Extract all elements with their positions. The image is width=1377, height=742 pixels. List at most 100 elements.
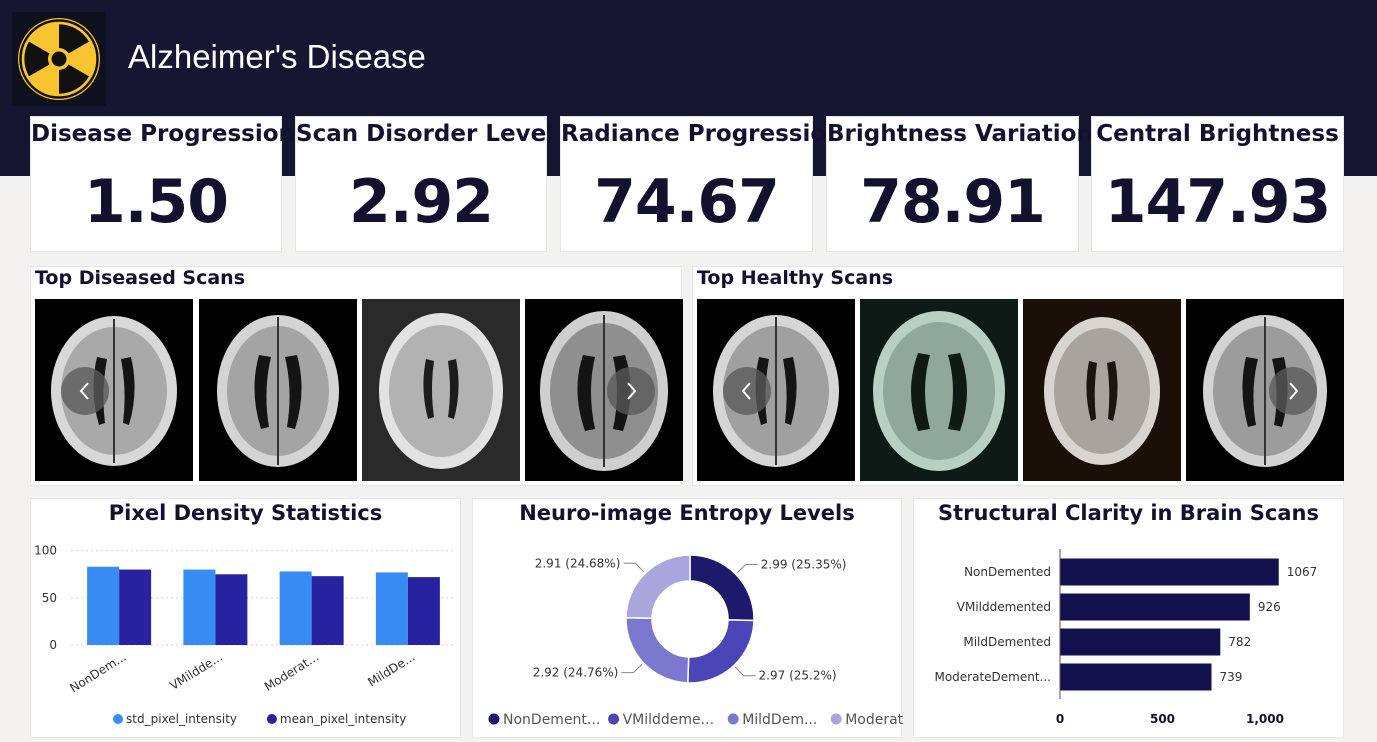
bar [1060,628,1221,656]
y-tick-label: VMilddemented [957,600,1051,614]
x-tick-label: NonDem... [67,650,128,696]
legend-label: Moderate... [845,712,903,728]
kpi-card-scan-disorder-level: Scan Disorder Level 2.92 [295,116,555,252]
chart-title: Structural Clarity in Brain Scans [938,501,1319,525]
bar [1060,558,1279,586]
structural-clarity-chart: NonDemented 1067 VMilddemented 926 MildDemen… [934,549,1318,726]
kpi-card-brightness-variation: Brightness Variation 78.91 [826,116,1093,252]
radiation-icon [18,18,100,100]
legend-marker [727,713,739,725]
legend-marker [266,714,277,724]
x-tick-label: VMildde... [167,650,225,693]
y-tick-label: 0 [49,638,57,652]
y-tick-label: NonDemented [964,565,1051,579]
bar [87,566,120,645]
legend-label: MildDem... [742,712,817,728]
data-label: 2.97 (25.2%) [759,669,837,683]
bar [311,576,344,645]
leader-line [736,563,758,574]
healthy-scans-gallery: Top Healthy Scans [692,266,1344,486]
kpi-value: 147.93 [1104,167,1332,237]
gallery-title: Top Diseased Scans [35,267,246,289]
previous-button[interactable] [723,367,771,415]
legend-marker [608,713,620,725]
gallery-title: Top Healthy Scans [697,267,894,289]
kpi-value: 2.92 [348,167,494,237]
bar [407,577,440,645]
donut-slice [689,554,755,622]
kpi-label: Central Brightness [1096,121,1339,147]
leader-line [623,562,645,573]
donut-slice [687,619,755,684]
bar [1060,593,1250,621]
pixel-density-chart-card: Pixel Density Statistics 0 50 100 NonDem...… [30,498,461,738]
x-tick-label: 500 [1150,712,1175,726]
kpi-value: 78.91 [860,167,1046,237]
chevron-right-icon [1289,382,1299,400]
pixel-density-chart: 0 50 100 NonDem... VMildde... Moderat... MildD… [34,544,456,726]
app-title: Alzheimer's Disease [128,38,426,75]
brain-scan-image [199,299,357,481]
y-tick-label: MildDemented [963,635,1051,649]
data-label: 2.99 (25.35%) [761,557,847,571]
legend-marker [488,713,500,725]
legend-label: std_pixel_intensity [126,712,237,726]
bar [1060,663,1212,691]
diseased-scans-gallery: Top Diseased Scans [30,266,683,486]
chevron-left-icon [79,382,89,400]
data-label: 2.91 (24.68%) [535,556,621,570]
brain-scan-image [1186,299,1344,481]
brain-scan-image [362,299,520,481]
brain-scan-image [860,299,1018,481]
data-label: 1067 [1287,565,1318,579]
brain-scan-image [35,299,193,481]
legend-label: mean_pixel_intensity [280,712,406,726]
x-tick-label: 1,000 [1246,712,1284,726]
kpi-label: Disease Progression [31,121,295,147]
legend-marker [113,714,123,724]
legend-label: NonDement... [503,712,600,728]
logo [12,12,106,106]
y-tick-label: ModerateDement... [934,670,1051,684]
data-label: 782 [1228,635,1251,649]
brain-scan-image [1023,299,1181,481]
entropy-chart-card: Neuro-image Entropy Levels 2.99 (25.35%)… [472,498,903,738]
x-tick-label: 0 [1056,712,1064,726]
x-tick-label: Moderat... [262,650,321,694]
kpi-label: Scan Disorder Level [296,121,555,147]
entropy-donut-chart: 2.99 (25.35%) 2.97 (25.2%) 2.92 (24.76%) 2.… [488,554,903,728]
previous-button[interactable] [61,367,109,415]
bar [215,574,248,645]
kpi-value: 1.50 [83,167,229,237]
brain-scan-image [697,299,855,481]
donut-slice [625,554,691,620]
kpi-card-disease-progression: Disease Progression 1.50 [30,116,295,252]
brain-scan-image [525,299,683,481]
leader-line [734,666,756,677]
bar [279,571,312,645]
bar [183,569,216,645]
legend-marker [830,713,842,725]
clarity-chart-card: Structural Clarity in Brain Scans NonDem… [913,498,1344,738]
kpi-card-central-brightness: Central Brightness 147.93 [1091,116,1344,252]
donut-slice [625,616,690,684]
kpi-label: Radiance Progression [561,121,843,147]
chevron-left-icon [741,382,751,400]
bar [119,569,152,645]
kpi-card-radiance-progression: Radiance Progression 74.67 [560,116,843,252]
y-tick-label: 100 [34,544,57,558]
y-tick-label: 50 [42,591,57,605]
next-button[interactable] [1269,367,1317,415]
chart-title: Neuro-image Entropy Levels [519,501,855,525]
x-tick-label: MildDe... [365,650,417,690]
kpi-label: Brightness Variation [827,121,1093,147]
data-label: 926 [1258,600,1281,614]
data-label: 739 [1219,670,1242,684]
data-label: 2.92 (24.76%) [533,666,619,680]
bar [375,572,408,645]
next-button[interactable] [607,367,655,415]
chart-title: Pixel Density Statistics [108,501,383,525]
legend-label: VMilddeme... [623,712,714,728]
kpi-value: 74.67 [594,167,780,237]
leader-line [621,664,643,674]
